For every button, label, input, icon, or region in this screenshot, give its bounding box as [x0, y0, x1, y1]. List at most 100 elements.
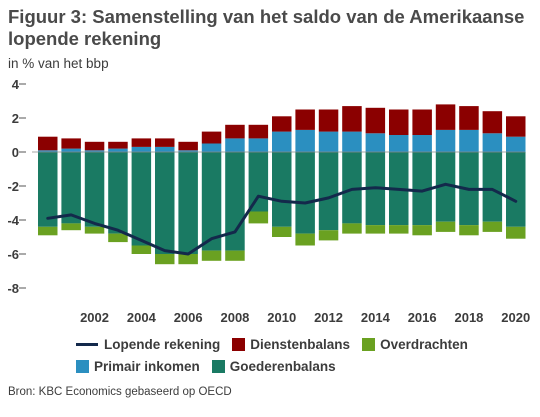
x-tick-label-2004: 2004	[127, 310, 157, 325]
bar-overdrachten-2016	[412, 225, 432, 236]
bar-primair-2001	[61, 148, 81, 152]
bar-goederen-2005	[155, 152, 175, 254]
bar-overdrachten-2005	[155, 254, 175, 265]
bar-primair-2004	[131, 146, 152, 152]
bar-diensten-2010	[272, 116, 292, 132]
x-tick-label-2016: 2016	[408, 310, 437, 325]
bar-goederen-2011	[295, 152, 315, 234]
bar-diensten-2006	[178, 141, 198, 151]
bar-primair-2011	[295, 129, 315, 152]
bar-diensten-2016	[412, 109, 432, 135]
bar-overdrachten-2018	[459, 225, 479, 236]
legend-item-primair: Primair inkomen	[76, 359, 200, 374]
legend-label-primair: Primair inkomen	[94, 358, 200, 374]
bar-diensten-2002	[84, 141, 105, 151]
x-tick-label-2014: 2014	[361, 310, 391, 325]
x-tick-label-2010: 2010	[267, 310, 296, 325]
bar-primair-2015	[389, 135, 409, 152]
bar-diensten-2011	[295, 109, 315, 130]
x-tick-label-2002: 2002	[80, 310, 109, 325]
bar-diensten-2008	[225, 124, 245, 139]
bar-diensten-2004	[131, 138, 152, 147]
legend-swatch-overdrachten	[362, 337, 376, 351]
bar-goederen-2008	[225, 152, 245, 251]
bar-goederen-2019	[482, 152, 503, 222]
legend-item-overdrachten: Overdrachten	[362, 337, 468, 352]
bar-primair-2010	[272, 131, 292, 152]
bar-goederen-2000	[38, 152, 58, 227]
bar-goederen-2002	[84, 152, 105, 227]
bar-overdrachten-2001	[61, 223, 81, 231]
legend-label-overdrachten: Overdrachten	[380, 336, 468, 352]
y-tick-label: 0	[12, 145, 19, 160]
bar-overdrachten-2006	[178, 254, 198, 265]
bar-overdrachten-2017	[435, 221, 456, 232]
bar-goederen-2004	[131, 152, 152, 246]
bar-primair-2012	[318, 131, 339, 152]
bar-goederen-2007	[201, 152, 222, 251]
bar-primair-2016	[412, 135, 432, 152]
bar-diensten-2015	[389, 109, 409, 135]
bar-overdrachten-2004	[131, 245, 152, 254]
bar-primair-2018	[459, 129, 479, 152]
bar-goederen-2013	[342, 152, 362, 224]
legend-label-diensten: Dienstenbalans	[250, 336, 351, 352]
bar-primair-2005	[155, 146, 175, 152]
bar-primair-2019	[482, 133, 503, 152]
legend-swatch-primair	[76, 359, 89, 373]
bar-diensten-2014	[365, 107, 386, 134]
bar-primair-2000	[38, 150, 58, 152]
bar-goederen-2020	[506, 152, 526, 227]
legend-label-lopende: Lopende rekening	[104, 336, 221, 352]
bar-diensten-2012	[318, 109, 339, 132]
bar-primair-2002	[84, 150, 105, 152]
bar-diensten-2005	[155, 138, 175, 147]
bar-primair-2014	[365, 133, 386, 152]
bar-goederen-2001	[61, 152, 81, 224]
legend-item-goederen: Goederenbalans	[211, 358, 336, 374]
bar-primair-2008	[225, 138, 245, 152]
legend: Lopende rekening Dienstenbalans Overdrac…	[76, 333, 536, 377]
bar-goederen-2003	[108, 152, 128, 234]
source-note: Bron: KBC Economics gebaseerd op OECD	[8, 386, 232, 398]
bar-overdrachten-2012	[318, 230, 339, 241]
bar-goederen-2017	[435, 152, 456, 222]
chart-subtitle: in % van het bbp	[8, 56, 109, 71]
bar-goederen-2009	[248, 152, 269, 212]
x-tick-label-2020: 2020	[501, 310, 530, 325]
bar-diensten-2018	[459, 106, 479, 130]
y-tick-label: -2	[7, 179, 19, 194]
x-tick-label-2006: 2006	[174, 310, 203, 325]
legend-label-goederen: Goederenbalans	[229, 358, 336, 374]
bar-overdrachten-2007	[201, 250, 222, 261]
bar-diensten-2013	[342, 106, 362, 132]
chart-title: Figuur 3: Samenstelling van het saldo va…	[8, 6, 525, 49]
bar-overdrachten-2002	[84, 226, 105, 234]
bar-overdrachten-2020	[506, 226, 526, 239]
bar-goederen-2006	[178, 152, 198, 254]
bar-primair-2006	[178, 150, 198, 152]
bar-overdrachten-2008	[225, 250, 245, 261]
bar-overdrachten-2009	[248, 211, 269, 224]
bar-primair-2020	[506, 136, 526, 152]
bar-overdrachten-2015	[389, 225, 409, 234]
bar-overdrachten-2011	[295, 233, 315, 246]
bar-diensten-2009	[248, 124, 269, 139]
bar-diensten-2000	[38, 136, 58, 151]
bar-goederen-2016	[412, 152, 432, 226]
y-tick-label: 2	[12, 111, 19, 126]
y-tick-label: 4	[12, 77, 20, 92]
bar-diensten-2017	[435, 104, 456, 130]
bar-goederen-2010	[272, 152, 292, 227]
bar-overdrachten-2000	[38, 226, 58, 236]
legend-swatch-diensten	[232, 337, 246, 351]
bar-diensten-2003	[108, 141, 128, 149]
bar-diensten-2007	[201, 131, 222, 144]
bar-primair-2009	[248, 138, 269, 152]
bar-overdrachten-2003	[108, 233, 128, 243]
legend-item-lopende: Lopende rekening	[76, 337, 220, 352]
x-tick-label-2012: 2012	[314, 310, 343, 325]
y-tick-label: -4	[7, 213, 19, 228]
y-tick-label: -6	[7, 247, 19, 262]
